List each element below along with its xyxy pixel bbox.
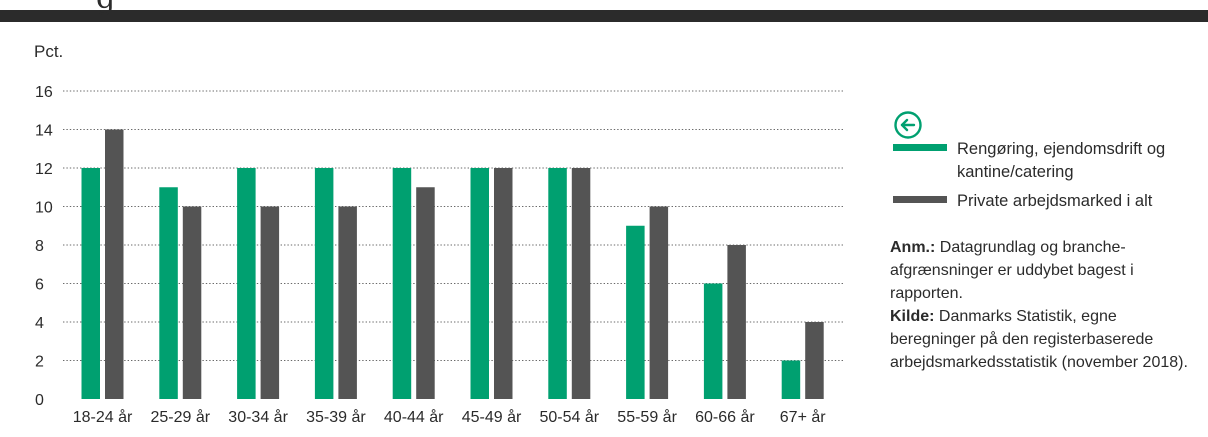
chart-notes: Anm.: Datagrundlag og branche-afgrænsnin… (890, 236, 1205, 374)
x-tick-label: 25-29 år (151, 408, 211, 426)
note-kilde-text: Danmarks Statistik, egne beregninger på … (890, 308, 1188, 371)
note-anm: Anm.: Datagrundlag og branche-afgrænsnin… (890, 236, 1190, 305)
legend-swatch-green (893, 144, 947, 151)
bar-private (571, 168, 591, 399)
bar-private (649, 206, 669, 399)
x-tick-label: 30-34 år (228, 408, 288, 426)
x-tick-label: 35-39 år (306, 408, 366, 426)
y-axis-unit-label: Pct. (34, 42, 64, 61)
bar-private (182, 206, 202, 399)
bar-cleaning (548, 168, 567, 399)
legend-label-private: Private arbejdsmarked i alt (957, 192, 1153, 210)
y-tick-label: 16 (35, 84, 53, 101)
x-tick-label: 50-54 år (540, 408, 600, 426)
x-tick-label: 55-59 år (617, 408, 677, 426)
bar-cleaning (159, 187, 178, 399)
y-tick-label: 6 (35, 277, 44, 294)
bar-cleaning (81, 168, 100, 399)
y-tick-label: 14 (35, 123, 53, 140)
bar-cleaning (314, 168, 334, 399)
header-partial-title: g (96, 0, 115, 14)
header-dark-band (0, 10, 1208, 22)
note-anm-text: Datagrundlag og branche-afgrænsninger er… (890, 239, 1134, 302)
bar-cleaning (237, 168, 256, 399)
bar-chart: 0 2 4 6 8 10 12 14 16 18-24 år 25-29 år 30-34 år 35-… (35, 84, 845, 426)
bar-private (805, 322, 824, 399)
bar-private (260, 206, 280, 399)
bar-cleaning (392, 168, 412, 399)
note-anm-label: Anm.: (890, 239, 936, 256)
note-kilde-label: Kilde: (890, 308, 935, 325)
y-tick-label: 2 (35, 354, 44, 371)
bar-private (338, 206, 357, 399)
y-tick-label: 12 (35, 161, 53, 178)
y-tick-label: 8 (35, 238, 44, 255)
note-kilde: Kilde: Danmarks Statistik, egne beregnin… (890, 305, 1205, 374)
bar-cleaning (781, 360, 801, 399)
x-tick-label: 40-44 år (384, 408, 444, 426)
bar-cleaning (470, 168, 489, 399)
x-tick-label: 60-66 år (695, 408, 755, 426)
bar-private (416, 187, 435, 399)
bar-private (494, 168, 513, 399)
y-tick-label: 10 (35, 200, 53, 217)
y-tick-label: 0 (35, 392, 44, 409)
x-tick-label: 45-49 år (462, 408, 522, 426)
bar-cleaning (626, 225, 645, 399)
bar-cleaning (703, 283, 723, 399)
x-tick-label: 18-24 år (73, 408, 133, 426)
legend-swatch-gray (893, 196, 947, 203)
arrow-left-circle-icon[interactable] (893, 110, 923, 140)
y-tick-label: 4 (35, 315, 44, 332)
bar-private (727, 245, 746, 399)
bar-private (105, 129, 124, 399)
legend-label-cleaning: Rengøring, ejendomsdrift og kantine/cate… (957, 140, 1166, 181)
header-bar: g (0, 0, 1208, 22)
x-tick-label: 67+ år (780, 408, 826, 426)
